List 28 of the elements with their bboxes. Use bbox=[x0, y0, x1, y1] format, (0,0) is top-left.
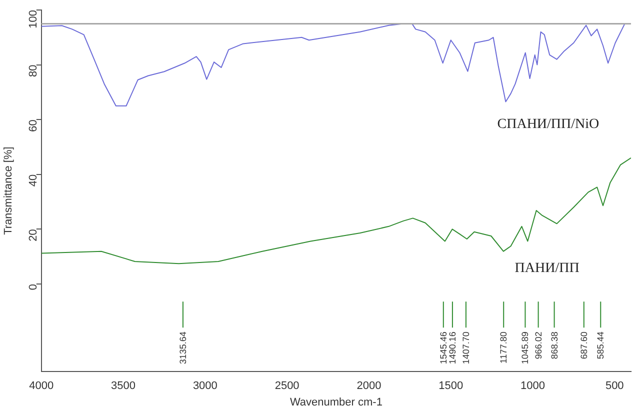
x-tick-label: 2500 bbox=[274, 380, 300, 392]
y-tick-label: 0 bbox=[27, 284, 40, 290]
ref-line-label: 868.38 bbox=[549, 332, 560, 360]
y-tick-label: 40 bbox=[27, 174, 40, 187]
ref-line-label: 1490.16 bbox=[447, 332, 458, 364]
x-tick-label: 500 bbox=[605, 380, 624, 392]
x-tick-label: 3500 bbox=[111, 380, 136, 392]
x-tick-label: 1500 bbox=[438, 380, 464, 392]
ref-line-label: 1545.46 bbox=[438, 332, 448, 364]
ref-line-label: 687.60 bbox=[578, 332, 589, 360]
ref-line-label: 585.44 bbox=[596, 332, 606, 360]
y-axis-title: Transmittance [%] bbox=[2, 146, 15, 235]
ref-line-label: 1045.89 bbox=[520, 332, 530, 364]
series-label: СПАНИ/ПП/NiO bbox=[497, 116, 600, 132]
x-tick-label: 2000 bbox=[356, 380, 382, 392]
ref-line-label: 3135.64 bbox=[178, 332, 188, 364]
y-tick-label: 100 bbox=[27, 10, 40, 28]
ref-line-label: 966.02 bbox=[533, 332, 544, 360]
ref-line-label: 1177.80 bbox=[498, 332, 509, 364]
series-label: ПАНИ/ПП bbox=[514, 261, 580, 276]
y-tick-label: 80 bbox=[27, 64, 40, 78]
ref-line-label: 1407.70 bbox=[460, 332, 471, 364]
x-tick-label: 4000 bbox=[29, 380, 54, 392]
y-tick-label: 60 bbox=[27, 120, 40, 132]
x-tick-label: 1000 bbox=[520, 380, 545, 392]
y-tick-label: 20 bbox=[27, 229, 40, 242]
x-axis-title: Wavenumber cm-1 bbox=[290, 396, 382, 408]
x-tick-label: 3000 bbox=[192, 380, 218, 392]
